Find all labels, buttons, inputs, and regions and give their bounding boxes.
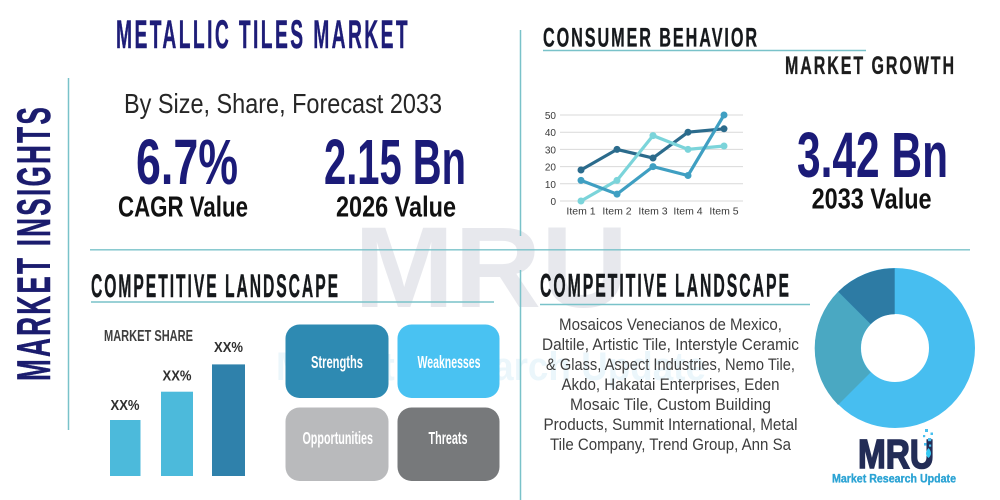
svg-text:Akdo, Hakatai Enterprises, Ede: Akdo, Hakatai Enterprises, Eden bbox=[562, 376, 780, 394]
svg-text:XX%: XX% bbox=[163, 367, 192, 384]
svg-text:Weaknesses: Weaknesses bbox=[418, 352, 481, 372]
svg-text:Strengths: Strengths bbox=[311, 352, 363, 372]
svg-text:Tile Company, Trend Group, Ann: Tile Company, Trend Group, Ann Sa bbox=[550, 436, 792, 454]
svg-text:30: 30 bbox=[545, 145, 557, 156]
svg-text:Item 3: Item 3 bbox=[638, 206, 667, 218]
svg-text:MARKET INSIGHTS: MARKET INSIGHTS bbox=[7, 105, 60, 381]
svg-text:Mosaicos Venecianos de Mexico,: Mosaicos Venecianos de Mexico, bbox=[559, 316, 782, 334]
svg-text:MARKET SHARE: MARKET SHARE bbox=[104, 328, 193, 345]
svg-text:CAGR Value: CAGR Value bbox=[118, 192, 248, 224]
svg-text:10: 10 bbox=[545, 180, 557, 191]
svg-text:Products, Summit International: Products, Summit International, Metal bbox=[544, 416, 798, 434]
svg-text:40: 40 bbox=[545, 128, 557, 139]
svg-text:By Size, Share, Forecast 2033: By Size, Share, Forecast 2033 bbox=[124, 88, 442, 119]
svg-text:& Glass, Aspect Industries, Ne: & Glass, Aspect Industries, Nemo Tile, bbox=[546, 356, 795, 374]
svg-text:MRU: MRU bbox=[354, 204, 628, 332]
svg-text:COMPETITIVE LANDSCAPE: COMPETITIVE LANDSCAPE bbox=[540, 268, 791, 304]
svg-text:XX%: XX% bbox=[111, 397, 140, 414]
svg-text:Item 1: Item 1 bbox=[566, 206, 595, 218]
svg-text:Item 4: Item 4 bbox=[673, 206, 702, 218]
svg-text:MRU: MRU bbox=[858, 431, 934, 477]
svg-text:Item 5: Item 5 bbox=[709, 206, 738, 218]
svg-text:CONSUMER BEHAVIOR: CONSUMER BEHAVIOR bbox=[543, 23, 759, 53]
svg-text:20: 20 bbox=[545, 163, 557, 174]
svg-text:COMPETITIVE LANDSCAPE: COMPETITIVE LANDSCAPE bbox=[91, 268, 340, 304]
svg-text:Market Research Update: Market Research Update bbox=[832, 472, 956, 486]
svg-text:Daltile, Artistic Tile, Inters: Daltile, Artistic Tile, Interstyle Ceram… bbox=[542, 336, 799, 354]
svg-text:6.7%: 6.7% bbox=[136, 126, 238, 198]
svg-text:2026 Value: 2026 Value bbox=[336, 192, 456, 224]
svg-text:Item 2: Item 2 bbox=[602, 206, 631, 218]
svg-text:50: 50 bbox=[545, 111, 557, 122]
svg-text:2.15 Bn: 2.15 Bn bbox=[324, 126, 466, 198]
svg-text:Opportunities: Opportunities bbox=[302, 428, 373, 448]
svg-text:MARKET GROWTH: MARKET GROWTH bbox=[785, 52, 956, 80]
svg-text:3.42 Bn: 3.42 Bn bbox=[797, 119, 948, 191]
svg-text:METALLIC TILES MARKET: METALLIC TILES MARKET bbox=[116, 13, 410, 57]
svg-text:0: 0 bbox=[550, 197, 556, 208]
svg-text:XX%: XX% bbox=[214, 339, 243, 356]
svg-text:Threats: Threats bbox=[429, 428, 468, 448]
svg-text:2033 Value: 2033 Value bbox=[812, 184, 932, 216]
svg-text:Mosaic Tile, Custom Building: Mosaic Tile, Custom Building bbox=[570, 396, 771, 414]
